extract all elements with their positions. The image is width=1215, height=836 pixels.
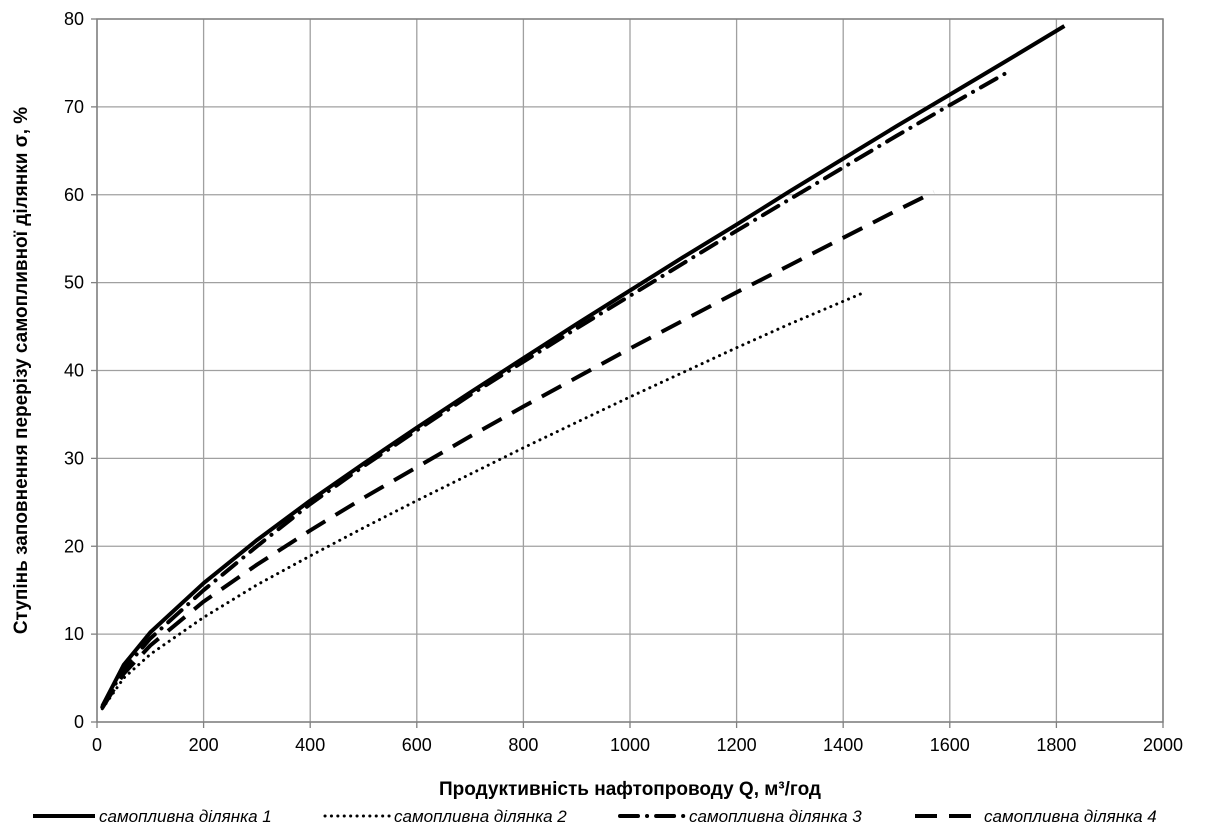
- x-tick-label: 1600: [930, 735, 970, 755]
- x-axis-title: Продуктивність нафтопроводу Q, м³/год: [439, 779, 821, 800]
- series-line-4: [100, 190, 935, 709]
- y-tick-label: 20: [64, 536, 84, 556]
- y-tick-label: 60: [64, 185, 84, 205]
- y-tick-label: 10: [64, 624, 84, 644]
- x-tick-label: 1400: [823, 735, 863, 755]
- y-tick-label: 70: [64, 97, 84, 117]
- y-tick-label: 80: [64, 9, 84, 29]
- y-tick-label: 0: [74, 712, 84, 732]
- x-tick-label: 400: [295, 735, 325, 755]
- legend-label-3: самопливна ділянка 3: [689, 807, 862, 826]
- y-tick-label: 40: [64, 361, 84, 381]
- legend: самопливна ділянка 1 самопливна ділянка 2…: [33, 807, 1157, 826]
- x-axis-ticks: 0 200 400 600 800 1000 1200 1400 1600 1800 2000: [92, 722, 1183, 755]
- x-tick-label: 1000: [610, 735, 650, 755]
- series-lines: [100, 24, 1066, 711]
- x-tick-label: 200: [189, 735, 219, 755]
- legend-label-2: самопливна ділянка 2: [394, 807, 567, 826]
- series-line-3: [100, 69, 1011, 710]
- x-tick-label: 1800: [1036, 735, 1076, 755]
- x-tick-label: 800: [508, 735, 538, 755]
- y-axis-title: Ступінь заповнення перерізу самопливної …: [11, 107, 32, 634]
- x-tick-label: 1200: [717, 735, 757, 755]
- series-line-1: [100, 24, 1066, 708]
- legend-label-4: самопливна ділянка 4: [984, 807, 1157, 826]
- y-axis-ticks: 0 10 20 30 40 50 60 70 80: [64, 9, 97, 732]
- grid-lines: [96, 18, 1164, 723]
- x-tick-label: 600: [402, 735, 432, 755]
- x-tick-label: 2000: [1143, 735, 1183, 755]
- x-tick-label: 0: [92, 735, 102, 755]
- y-tick-label: 30: [64, 448, 84, 468]
- y-tick-label: 50: [64, 273, 84, 293]
- legend-label-1: самопливна ділянка 1: [99, 807, 272, 826]
- series-line-2: [100, 290, 866, 711]
